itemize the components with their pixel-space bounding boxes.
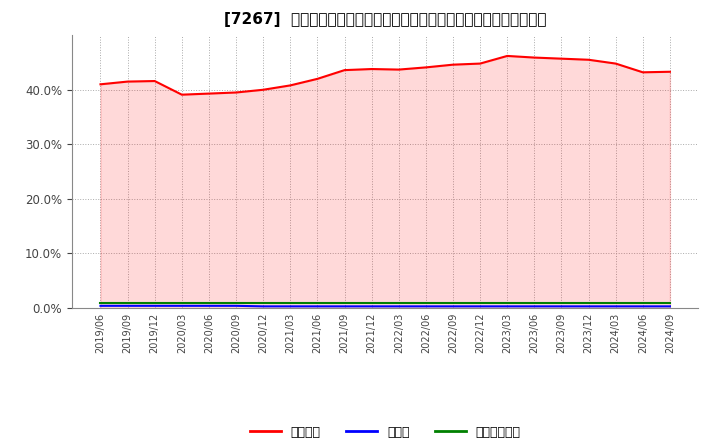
Legend: 自己資本, のれん, 繰延税金資産: 自己資本, のれん, 繰延税金資産 <box>245 421 526 440</box>
Title: [7267]  自己資本、のれん、繰延税金資産の総資産に対する比率の推移: [7267] 自己資本、のれん、繰延税金資産の総資産に対する比率の推移 <box>224 12 546 27</box>
